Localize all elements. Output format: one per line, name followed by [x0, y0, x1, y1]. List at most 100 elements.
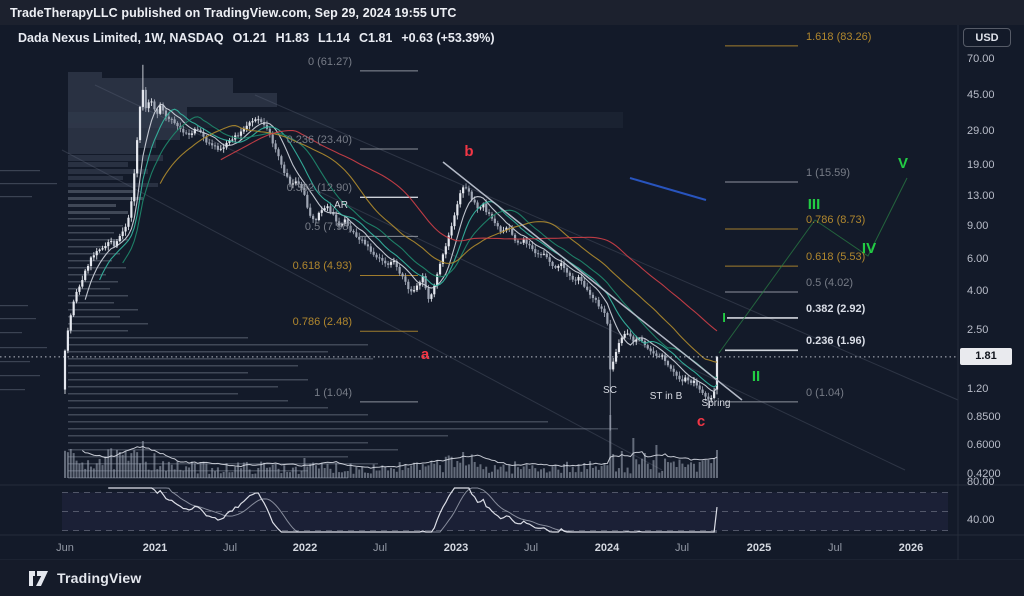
candle-body: [326, 206, 329, 209]
volume-bar: [436, 460, 439, 478]
volume-bar: [271, 464, 274, 478]
candle-body: [505, 227, 508, 231]
symbol-title[interactable]: Dada Nexus Limited, 1W, NASDAQ: [18, 31, 224, 45]
volume-bar: [684, 466, 687, 478]
candle-body: [349, 225, 352, 231]
volume-bar: [193, 463, 196, 478]
candle-body: [557, 266, 560, 268]
time-axis-label: 2022: [292, 542, 318, 554]
candle-body: [369, 246, 372, 252]
fib-lines: [360, 45, 798, 403]
volume-profile: [0, 72, 623, 479]
candle-body: [655, 353, 658, 356]
volume-bar: [118, 451, 121, 478]
volume-bar: [453, 467, 456, 478]
volume-bar: [289, 472, 292, 478]
channel-line: [61, 149, 663, 471]
volume-bar: [355, 466, 358, 478]
price-scale[interactable]: USD 70.00 45.00 29.00 19.00 13.00 9.00 6.00 4.0…: [958, 25, 1024, 560]
volume-bar: [185, 466, 188, 478]
volume-profile-row: [68, 470, 308, 472]
ma-line-sma-55: [220, 129, 718, 332]
candle-body: [286, 172, 289, 177]
candle-body: [666, 361, 670, 366]
volume-bar: [606, 465, 609, 478]
candle-body: [652, 351, 655, 354]
volume-profile-row: [68, 93, 277, 107]
candle-body: [398, 266, 401, 274]
time-axis-label: 2026: [898, 542, 924, 554]
volume-bar: [548, 471, 551, 478]
volume-bar: [219, 473, 222, 478]
volume-bar: [182, 470, 185, 478]
candle-body: [542, 253, 546, 255]
candle-body: [352, 230, 355, 233]
volume-bar: [326, 464, 329, 478]
candle-body: [216, 145, 220, 150]
candle-body: [577, 276, 580, 281]
candle-body: [173, 119, 176, 123]
candle-body: [185, 132, 188, 134]
volume-bar: [323, 468, 326, 478]
time-axis-label: 2024: [594, 542, 620, 554]
time-axis-label: Jun: [56, 542, 74, 554]
currency-button[interactable]: USD: [963, 28, 1011, 47]
volume-bar: [144, 461, 147, 478]
time-axis-label: Jul: [674, 542, 690, 554]
volume-bar: [72, 453, 75, 478]
candle-body: [161, 105, 165, 111]
volume-bar: [392, 468, 395, 478]
candle-body: [661, 355, 664, 357]
volume-bar: [502, 464, 505, 478]
volume-bar: [476, 466, 479, 478]
volume-profile-row: [68, 112, 623, 128]
volume-bar: [456, 461, 459, 478]
candle-body: [672, 368, 675, 372]
candle-body: [646, 345, 649, 349]
candle-body: [681, 379, 684, 382]
volume-profile-row: [68, 386, 278, 388]
volume-bar: [655, 445, 658, 478]
volume-ma-line: [82, 446, 718, 469]
candle-body: [271, 134, 274, 144]
volume-bar: [716, 450, 718, 478]
volume-bar: [378, 470, 381, 478]
volume-bar: [381, 465, 384, 478]
volume-bar: [159, 466, 162, 478]
candle-body: [586, 286, 589, 290]
volume-profile-row: [68, 435, 448, 437]
volume-bar: [237, 462, 240, 478]
volume-bar: [364, 472, 367, 478]
candle-body: [176, 122, 179, 127]
volume-bar: [104, 456, 107, 478]
candle-body: [297, 181, 300, 185]
volume-profile-row: [68, 162, 128, 167]
volume-profile-row: [68, 72, 102, 78]
volume-bar: [136, 452, 139, 478]
candle-body: [294, 181, 297, 184]
volume-bar: [251, 473, 254, 478]
time-axis[interactable]: Jun 2021 Jul 2022 Jul 2023 Jul 2024 Jul 2025 Jul 20…: [0, 535, 1024, 560]
volume-bar: [164, 470, 167, 478]
volume-bars: [64, 415, 718, 478]
candle-body: [127, 217, 130, 227]
candle-body: [684, 377, 687, 382]
candle-body: [433, 285, 436, 295]
volume-bar: [95, 463, 98, 478]
volume-bar: [704, 459, 707, 478]
candle-body: [441, 254, 445, 264]
volume-profile-row: [68, 281, 118, 283]
volume-bar: [216, 467, 219, 478]
price-scale-label: 29.00: [967, 124, 995, 137]
volume-profile-edge-row: [0, 375, 40, 377]
volume-profile-row: [68, 176, 123, 180]
volume-profile-row: [68, 323, 148, 325]
candle-body: [430, 294, 433, 299]
volume-bar: [664, 458, 667, 478]
volume-bar: [589, 461, 592, 478]
candle-body: [563, 263, 566, 269]
tradingview-logo[interactable]: TradingView: [28, 570, 141, 587]
volume-profile-row: [68, 148, 138, 154]
volume-profile-edge-row: [0, 170, 40, 172]
